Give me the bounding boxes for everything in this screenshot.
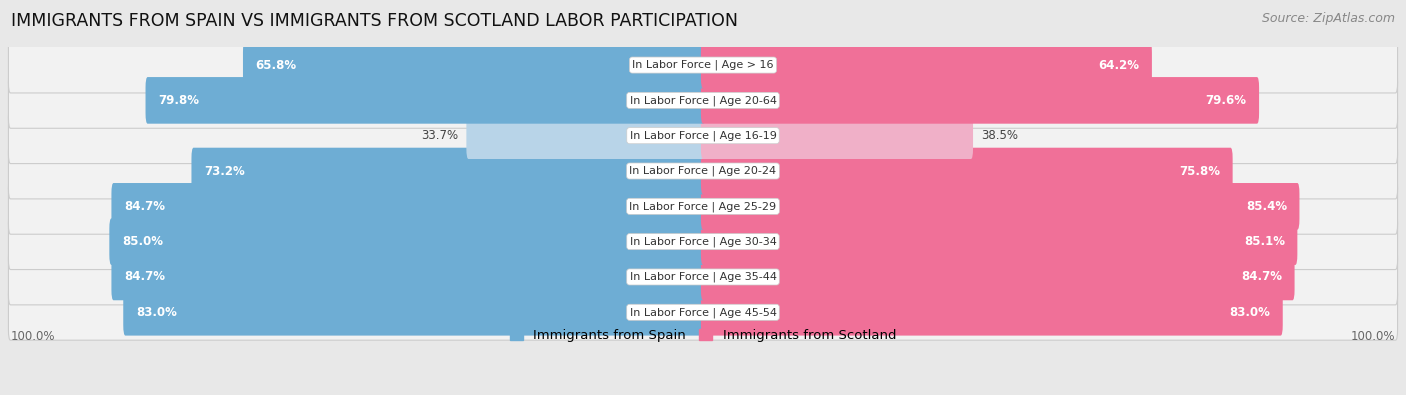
Text: 73.2%: 73.2% xyxy=(204,164,245,177)
FancyBboxPatch shape xyxy=(8,37,1398,93)
FancyBboxPatch shape xyxy=(146,77,704,124)
FancyBboxPatch shape xyxy=(8,108,1398,164)
FancyBboxPatch shape xyxy=(110,218,704,265)
FancyBboxPatch shape xyxy=(8,214,1398,269)
Text: In Labor Force | Age > 16: In Labor Force | Age > 16 xyxy=(633,60,773,70)
Text: 100.0%: 100.0% xyxy=(10,330,55,343)
Text: 84.7%: 84.7% xyxy=(124,271,165,284)
Text: In Labor Force | Age 35-44: In Labor Force | Age 35-44 xyxy=(630,272,776,282)
Text: 38.5%: 38.5% xyxy=(981,129,1018,142)
Text: In Labor Force | Age 25-29: In Labor Force | Age 25-29 xyxy=(630,201,776,212)
Legend: Immigrants from Spain, Immigrants from Scotland: Immigrants from Spain, Immigrants from S… xyxy=(505,324,901,347)
FancyBboxPatch shape xyxy=(8,72,1398,128)
Text: IMMIGRANTS FROM SPAIN VS IMMIGRANTS FROM SCOTLAND LABOR PARTICIPATION: IMMIGRANTS FROM SPAIN VS IMMIGRANTS FROM… xyxy=(11,12,738,30)
Text: 83.0%: 83.0% xyxy=(1229,306,1270,319)
Text: In Labor Force | Age 45-54: In Labor Force | Age 45-54 xyxy=(630,307,776,318)
FancyBboxPatch shape xyxy=(702,218,1298,265)
FancyBboxPatch shape xyxy=(191,148,704,194)
Text: 85.1%: 85.1% xyxy=(1244,235,1285,248)
FancyBboxPatch shape xyxy=(702,254,1295,300)
Text: 85.0%: 85.0% xyxy=(122,235,163,248)
Text: In Labor Force | Age 20-64: In Labor Force | Age 20-64 xyxy=(630,95,776,105)
FancyBboxPatch shape xyxy=(702,77,1260,124)
Text: 84.7%: 84.7% xyxy=(1241,271,1282,284)
FancyBboxPatch shape xyxy=(111,183,704,229)
FancyBboxPatch shape xyxy=(8,249,1398,305)
Text: 64.2%: 64.2% xyxy=(1098,58,1139,71)
FancyBboxPatch shape xyxy=(702,289,1282,336)
FancyBboxPatch shape xyxy=(8,143,1398,199)
FancyBboxPatch shape xyxy=(467,113,704,159)
Text: 75.8%: 75.8% xyxy=(1180,164,1220,177)
Text: In Labor Force | Age 30-34: In Labor Force | Age 30-34 xyxy=(630,236,776,247)
FancyBboxPatch shape xyxy=(702,183,1299,229)
FancyBboxPatch shape xyxy=(8,179,1398,234)
Text: 84.7%: 84.7% xyxy=(124,200,165,213)
Text: 65.8%: 65.8% xyxy=(256,58,297,71)
Text: 85.4%: 85.4% xyxy=(1246,200,1286,213)
FancyBboxPatch shape xyxy=(111,254,704,300)
Text: 33.7%: 33.7% xyxy=(420,129,458,142)
FancyBboxPatch shape xyxy=(702,148,1233,194)
FancyBboxPatch shape xyxy=(702,113,973,159)
Text: Source: ZipAtlas.com: Source: ZipAtlas.com xyxy=(1261,12,1395,25)
FancyBboxPatch shape xyxy=(243,42,704,88)
FancyBboxPatch shape xyxy=(8,284,1398,340)
Text: In Labor Force | Age 16-19: In Labor Force | Age 16-19 xyxy=(630,130,776,141)
Text: 79.8%: 79.8% xyxy=(157,94,200,107)
Text: 79.6%: 79.6% xyxy=(1205,94,1247,107)
FancyBboxPatch shape xyxy=(702,42,1152,88)
Text: 100.0%: 100.0% xyxy=(1351,330,1396,343)
Text: In Labor Force | Age 20-24: In Labor Force | Age 20-24 xyxy=(630,166,776,176)
FancyBboxPatch shape xyxy=(124,289,704,336)
Text: 83.0%: 83.0% xyxy=(136,306,177,319)
